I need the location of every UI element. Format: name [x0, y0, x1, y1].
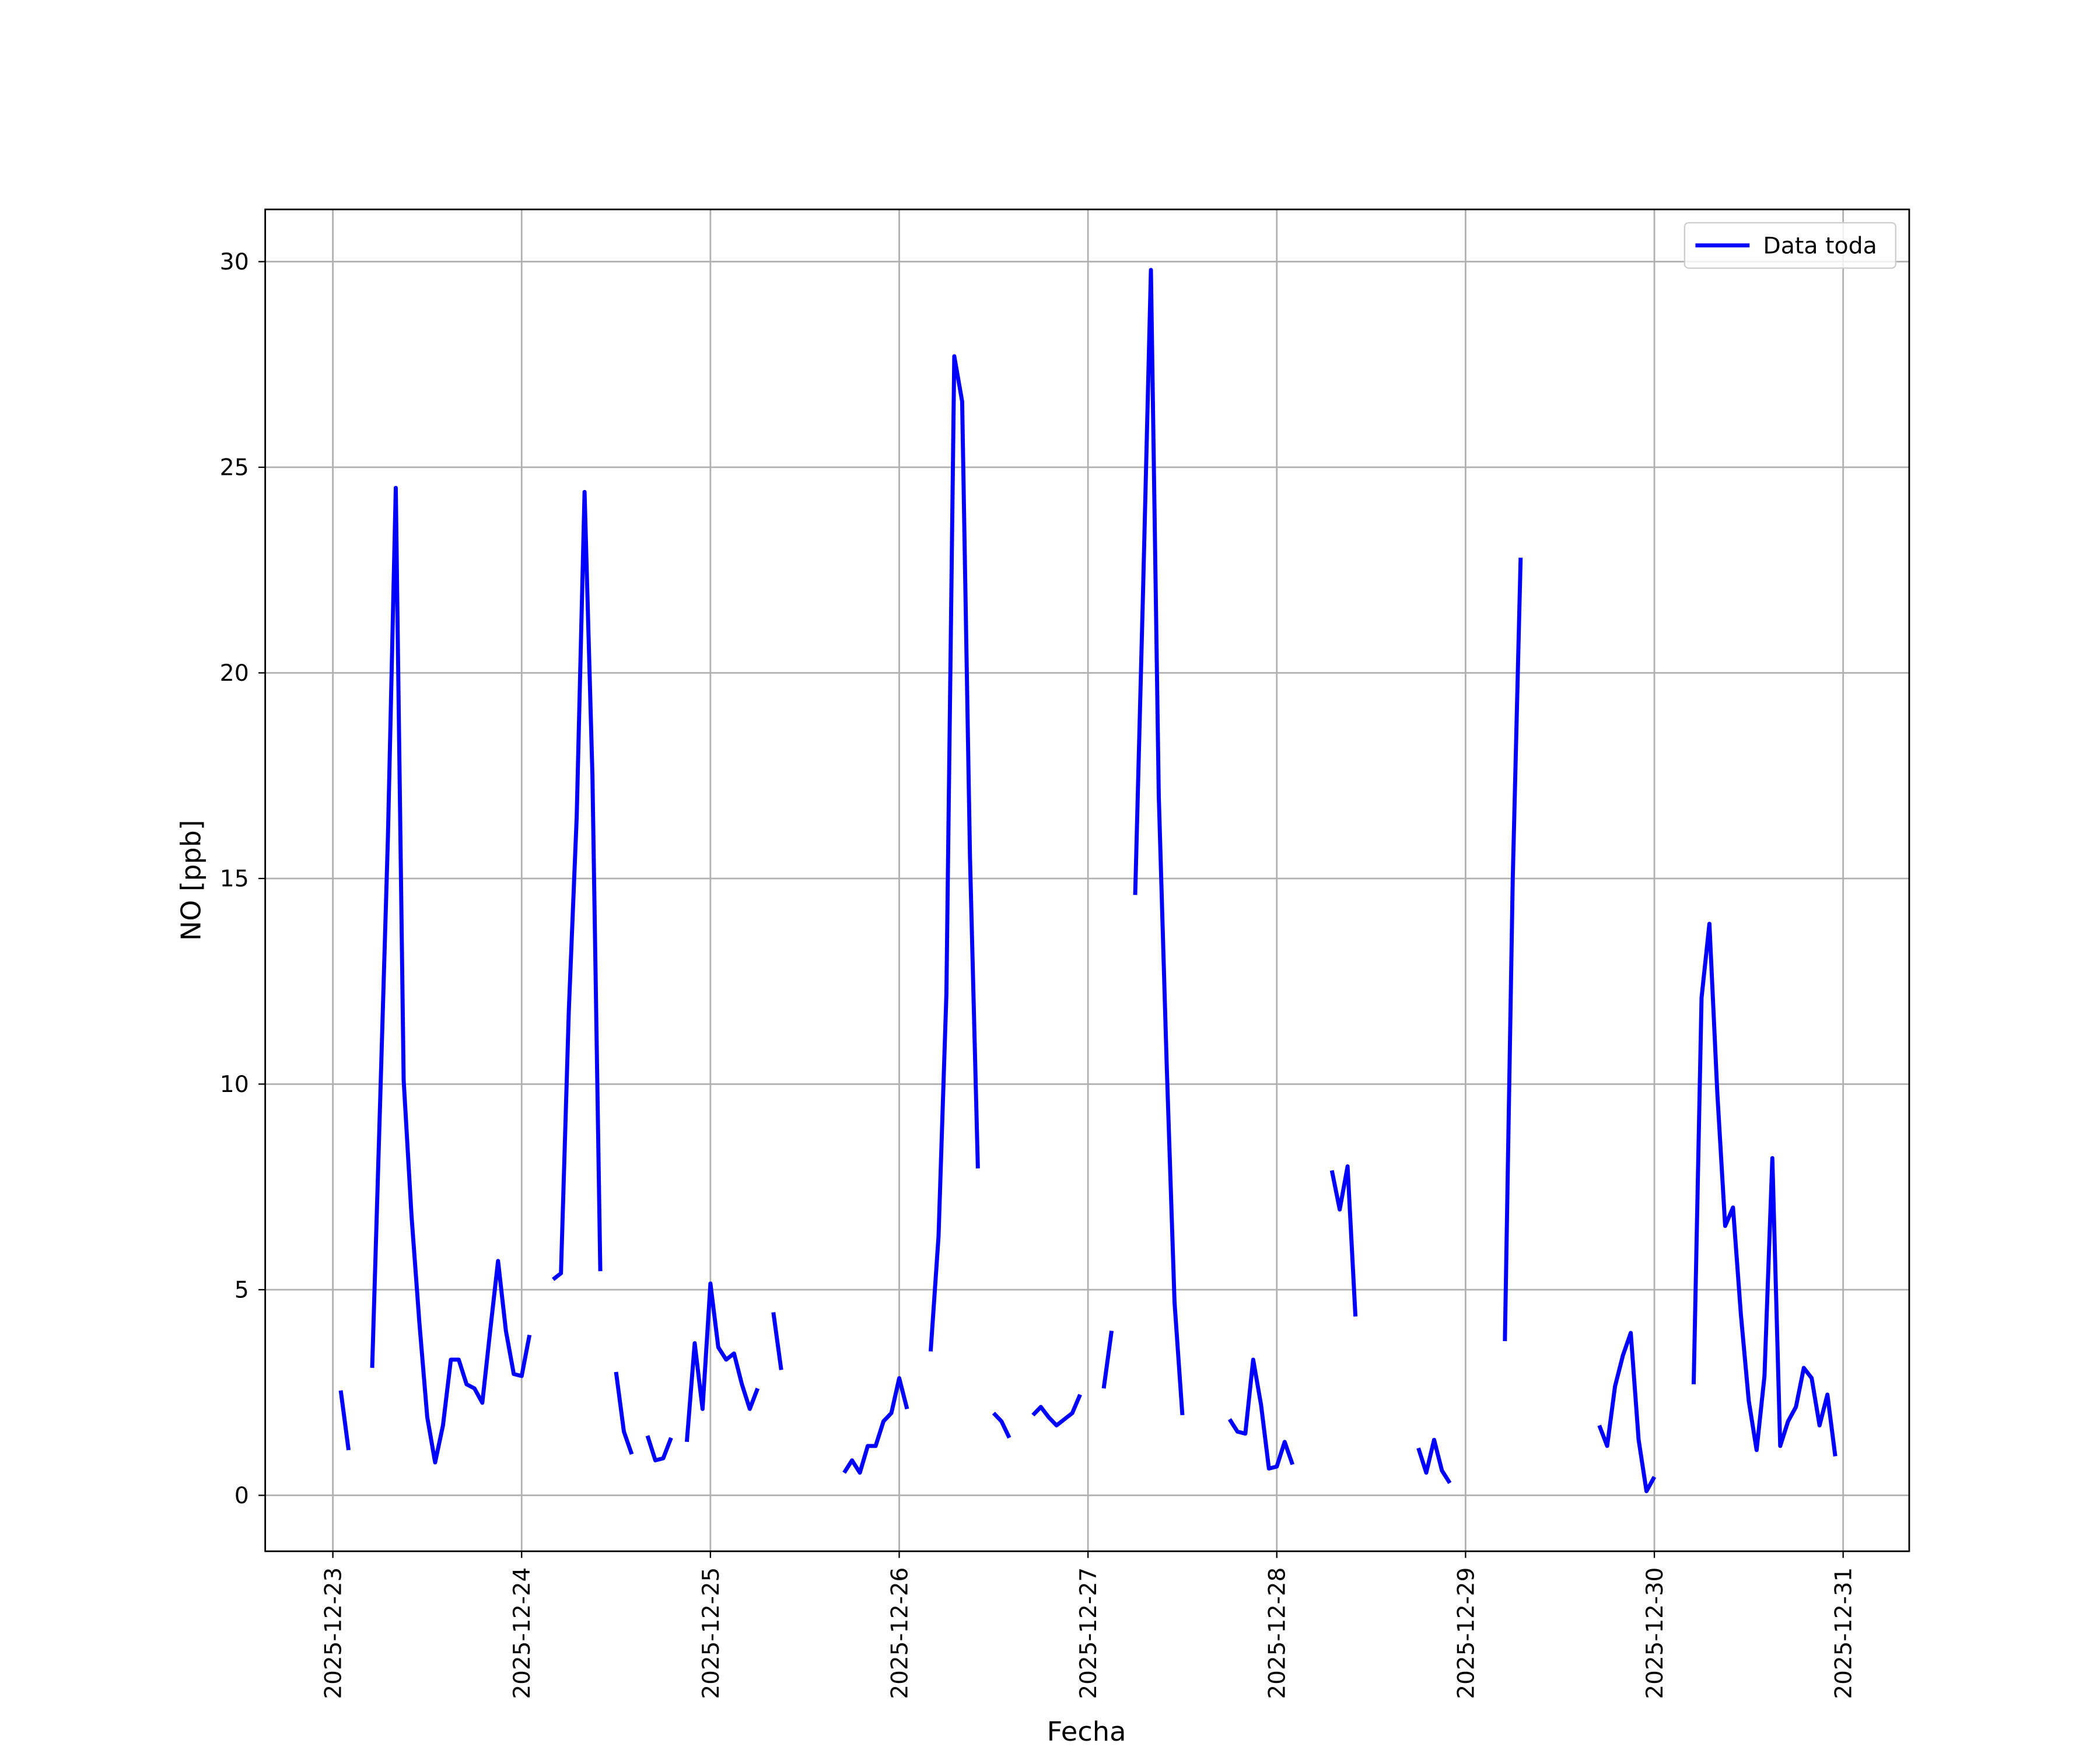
x-axis-label: Fecha	[1047, 1716, 1126, 1747]
y-tick-label: 30	[220, 249, 249, 275]
plot-frame	[264, 208, 1910, 1552]
y-tick-label: 15	[220, 866, 249, 892]
y-tick-label: 5	[235, 1278, 249, 1304]
x-tick-label: 2025-12-25	[698, 1567, 724, 1699]
x-tick-label: 2025-12-23	[320, 1567, 346, 1699]
y-tick-label: 20	[220, 660, 249, 687]
y-tick-label: 10	[220, 1072, 249, 1098]
y-tick-label: 0	[235, 1483, 249, 1509]
x-tick-label: 2025-12-27	[1076, 1567, 1102, 1699]
y-tick-label: 25	[220, 455, 249, 481]
x-tick-label: 2025-12-24	[509, 1567, 536, 1699]
x-tick-label: 2025-12-30	[1642, 1567, 1668, 1699]
legend-label: Data toda	[1763, 233, 1877, 260]
data-line	[338, 268, 1838, 1493]
x-tick-label: 2025-12-28	[1264, 1567, 1290, 1699]
y-axis-label: NO [ppb]	[175, 820, 206, 940]
x-tick-label: 2025-12-29	[1453, 1567, 1479, 1699]
x-tick-label: 2025-12-26	[887, 1567, 913, 1699]
legend-box	[1684, 222, 1896, 269]
x-tick-label: 2025-12-31	[1831, 1567, 1857, 1699]
